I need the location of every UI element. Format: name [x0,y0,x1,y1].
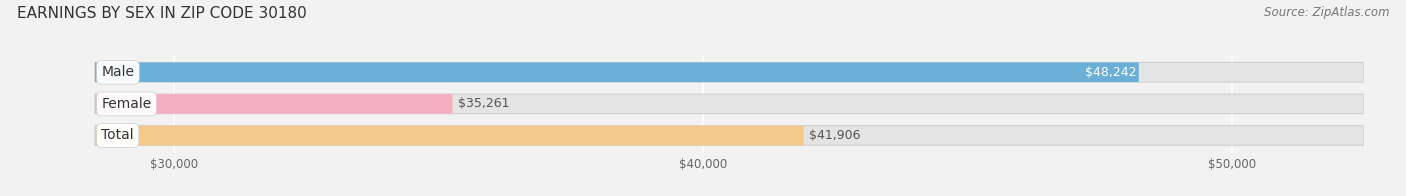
FancyBboxPatch shape [96,63,1139,82]
Text: $35,261: $35,261 [457,97,509,110]
Text: Male: Male [101,65,135,79]
Text: Total: Total [101,129,134,142]
FancyBboxPatch shape [96,94,453,114]
FancyBboxPatch shape [96,126,804,145]
FancyBboxPatch shape [96,126,1364,145]
Text: Female: Female [101,97,152,111]
Text: Source: ZipAtlas.com: Source: ZipAtlas.com [1264,6,1389,19]
Text: $41,906: $41,906 [808,129,860,142]
Text: $48,242: $48,242 [1084,66,1136,79]
FancyBboxPatch shape [96,94,1364,114]
Text: EARNINGS BY SEX IN ZIP CODE 30180: EARNINGS BY SEX IN ZIP CODE 30180 [17,6,307,21]
FancyBboxPatch shape [96,63,1364,82]
